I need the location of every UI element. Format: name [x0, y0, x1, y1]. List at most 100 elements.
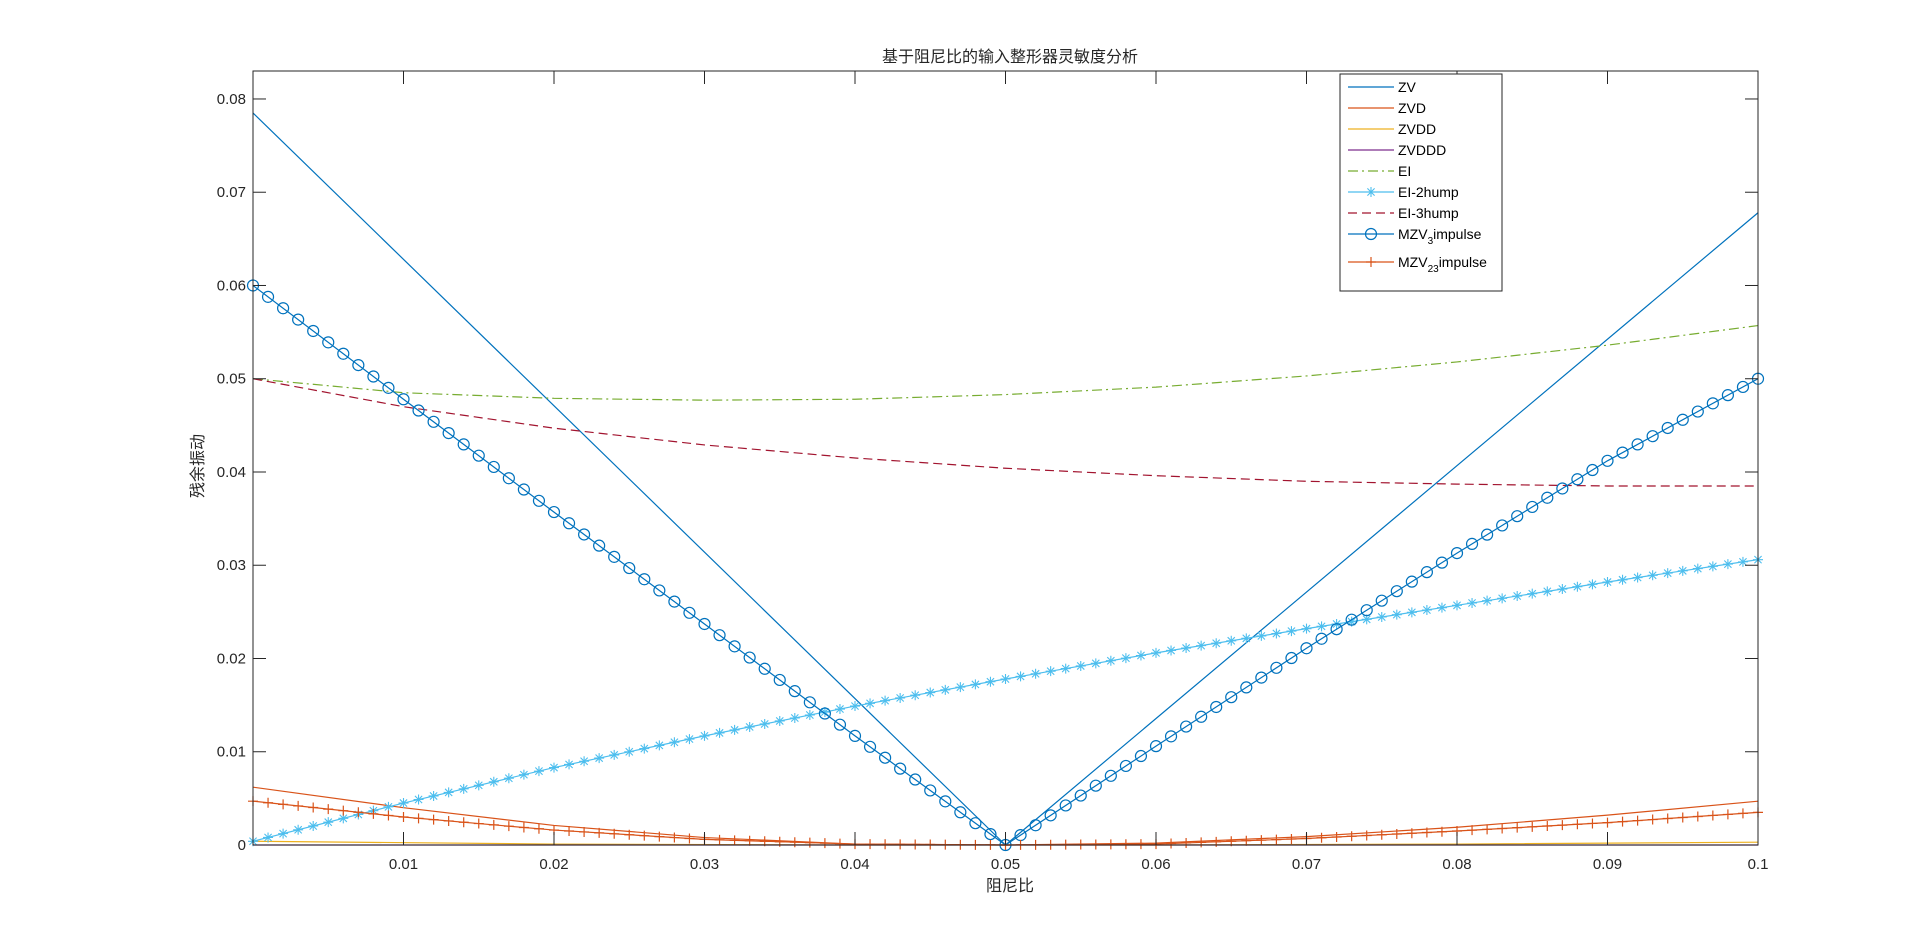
data-point-MZV3impulse	[1225, 691, 1238, 704]
legend-label: ZVDD	[1398, 121, 1436, 137]
data-point-MZV23impulse	[624, 829, 635, 840]
x-tick-label: 0.05	[991, 856, 1020, 873]
data-point-MZV3impulse	[307, 324, 320, 338]
series-line-ZV	[252, 112, 1759, 846]
legend-item-ZVD: ZVD	[1348, 100, 1426, 116]
data-point-MZV23impulse	[1542, 820, 1553, 831]
data-point-MZV23impulse	[353, 807, 364, 818]
data-point-EI-2hump	[1226, 635, 1237, 646]
data-point-MZV23impulse	[428, 814, 439, 825]
legend-item-EI: EI	[1348, 163, 1411, 179]
data-point-EI-2hump	[443, 787, 454, 798]
data-point-EI-2hump	[278, 828, 289, 839]
data-point-EI-2hump	[955, 682, 966, 693]
legend-item-ZV: ZV	[1348, 79, 1417, 95]
data-point-MZV23impulse	[744, 835, 755, 846]
data-point-EI-2hump	[473, 780, 484, 791]
data-point-MZV3impulse	[894, 762, 907, 775]
data-point-MZV3impulse	[1074, 789, 1087, 802]
data-point-MZV3impulse	[608, 550, 621, 563]
data-point-MZV23impulse	[323, 804, 334, 815]
series-line-EI	[252, 324, 1759, 401]
plot-box	[252, 70, 1759, 846]
data-point-MZV23impulse	[443, 815, 454, 826]
series-line-MZV3impulse	[252, 285, 1759, 846]
data-point-MZV23impulse	[1436, 826, 1447, 837]
data-point-MZV3impulse	[562, 517, 576, 530]
data-point-MZV23impulse	[518, 822, 529, 833]
data-point-EI-2hump	[1376, 611, 1387, 622]
data-point-MZV3impulse	[1721, 389, 1735, 402]
data-point-EI-2hump	[1497, 593, 1508, 604]
y-tick-label: 0.08	[217, 91, 246, 108]
series-EI	[252, 324, 1759, 401]
series-EI-3hump	[252, 378, 1758, 487]
data-point-EI-2hump	[1075, 660, 1086, 671]
data-point-MZV3impulse	[1360, 604, 1373, 617]
axes-layer: 0.01 0.02 0.03 0.04 0.05 0.06 0.07 0.08 0.09 0.1 0…	[217, 70, 1768, 873]
data-point-MZV3impulse	[337, 347, 350, 360]
legend-label: ZVDDD	[1398, 142, 1446, 158]
data-point-MZV3impulse	[698, 617, 711, 631]
y-tick-label: 0.06	[217, 277, 246, 294]
data-point-MZV23impulse	[1271, 834, 1282, 845]
data-point-MZV23impulse	[1166, 838, 1177, 849]
data-point-EI-2hump	[1241, 633, 1252, 644]
data-point-MZV23impulse	[338, 805, 349, 816]
x-tick-label: 0.03	[690, 856, 719, 873]
data-point-EI-2hump	[1196, 640, 1207, 651]
data-point-EI-2hump	[970, 679, 981, 690]
data-point-MZV3impulse	[442, 427, 455, 440]
data-point-MZV3impulse	[878, 751, 892, 764]
legend-item-MZV3impulse: MZV3impulse	[1348, 226, 1482, 247]
data-point-MZV3impulse	[577, 528, 591, 541]
data-point-MZV3impulse	[532, 494, 546, 507]
legend-label: EI	[1398, 163, 1411, 179]
data-point-EI-2hump	[579, 756, 590, 767]
data-point-MZV23impulse	[473, 818, 484, 829]
data-point-MZV3impulse	[1631, 438, 1644, 451]
data-point-MZV23impulse	[1722, 809, 1733, 820]
data-point-MZV3impulse	[593, 539, 606, 552]
data-point-MZV3impulse	[457, 438, 470, 451]
data-point-EI-2hump	[609, 749, 620, 760]
data-point-MZV23impulse	[729, 835, 740, 846]
data-point-EI-2hump	[1436, 602, 1447, 613]
data-point-EI-2hump	[263, 832, 274, 843]
data-point-MZV23impulse	[263, 797, 274, 808]
data-point-EI-2hump	[1482, 595, 1493, 606]
y-axis-label: 残余振动	[188, 434, 207, 498]
data-point-MZV23impulse	[1512, 822, 1523, 833]
data-point-EI-2hump	[503, 773, 514, 784]
data-point-MZV3impulse	[1691, 405, 1704, 418]
data-point-MZV3impulse	[1480, 528, 1494, 541]
data-point-EI-2hump	[1587, 579, 1598, 590]
data-point-EI-2hump	[940, 684, 951, 695]
data-point-MZV3impulse	[261, 290, 275, 303]
data-point-EI-2hump	[383, 801, 394, 812]
data-point-EI-2hump	[428, 790, 439, 801]
data-point-MZV3impulse	[1661, 421, 1674, 435]
data-point-MZV23impulse	[1316, 832, 1327, 843]
data-point-MZV3impulse	[517, 483, 531, 496]
data-point-EI-2hump	[729, 724, 740, 735]
data-point-MZV3impulse	[1210, 700, 1223, 714]
data-point-MZV23impulse	[398, 812, 409, 823]
data-point-MZV3impulse	[909, 773, 922, 786]
data-point-EI-2hump	[1557, 584, 1568, 595]
data-point-EI-2hump	[488, 776, 499, 787]
data-point-MZV3impulse	[773, 673, 786, 687]
data-point-MZV3impulse	[848, 729, 862, 742]
data-point-EI-2hump	[1692, 563, 1703, 574]
data-point-MZV23impulse	[1361, 830, 1372, 841]
data-point-EI-2hump	[985, 676, 996, 687]
legend-item-MZV23impulse: MZV23impulse	[1348, 254, 1487, 275]
data-point-MZV3impulse	[1104, 769, 1117, 782]
data-point-MZV3impulse	[547, 505, 561, 519]
data-point-EI-2hump	[549, 762, 559, 773]
data-point-MZV3impulse	[1315, 632, 1328, 645]
data-point-MZV3impulse	[1345, 613, 1358, 626]
data-point-MZV3impulse	[1255, 671, 1268, 684]
data-point-EI-2hump	[819, 707, 830, 718]
data-point-MZV23impulse	[834, 838, 845, 849]
